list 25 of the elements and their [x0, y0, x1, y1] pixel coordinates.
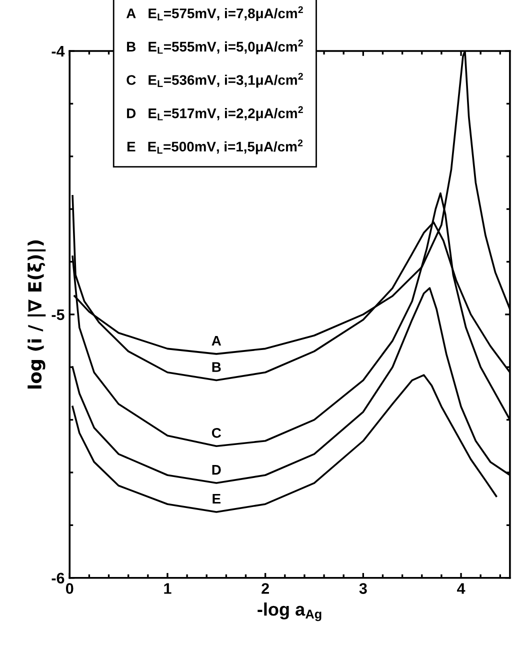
y-tick-label: -5 — [52, 309, 64, 320]
series-label: D — [212, 465, 221, 475]
x-tick-label: 3 — [359, 583, 367, 594]
text: $_{L}$=500mV, i=1,5μA/cm$^{2}$ — [157, 139, 303, 154]
series-label: C — [212, 428, 222, 438]
series-label: B — [212, 362, 221, 372]
series-label: E — [212, 494, 220, 504]
x-tick-label: 0 — [66, 583, 74, 594]
x-tick-label: 1 — [164, 583, 172, 594]
x-axis-title: -log a$_{Ag}$ — [258, 602, 322, 622]
series-label: A — [212, 336, 222, 346]
text: E E — [127, 142, 156, 152]
text: D E — [127, 108, 156, 118]
text: C E — [126, 75, 156, 85]
y-axis-title: log (i / |∇ E(ξ)|) — [28, 240, 46, 389]
x-tick-label: 2 — [262, 583, 269, 594]
text: A E — [126, 8, 156, 18]
text: $_{L}$=536mV, i=3,1μA/cm$^{2}$ — [158, 72, 303, 88]
text: $_{L}$=575mV, i=7,8μA/cm$^{2}$ — [158, 6, 303, 21]
text: B E — [127, 42, 156, 52]
text: $_{L}$=555mV, i=5,0μA/cm$^{2}$ — [158, 40, 303, 54]
y-tick-label: -4 — [52, 46, 65, 57]
text: $_{L}$=517mV, i=2,2μA/cm$^{2}$ — [158, 106, 303, 121]
x-tick-label: 4 — [457, 583, 466, 594]
y-tick-label: -6 — [52, 572, 64, 584]
